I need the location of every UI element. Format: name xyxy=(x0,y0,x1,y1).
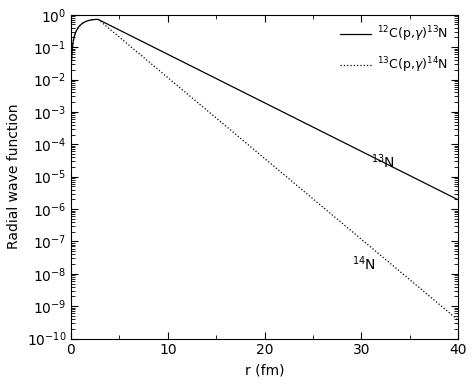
$^{13}$C(p,$\gamma$)$^{14}$N xyxy=(231,131,237,135)
$^{13}$C(p,$\gamma$)$^{14}$N xyxy=(456,318,461,323)
X-axis label: r (fm): r (fm) xyxy=(245,363,284,377)
$^{13}$C(p,$\gamma$)$^{14}$N xyxy=(350,230,356,234)
Line: $^{13}$C(p,$\gamma$)$^{14}$N: $^{13}$C(p,$\gamma$)$^{14}$N xyxy=(71,19,458,320)
Text: $^{13}$N: $^{13}$N xyxy=(371,152,395,170)
$^{12}$C(p,$\gamma$)$^{13}$N xyxy=(424,182,430,187)
$^{12}$C(p,$\gamma$)$^{13}$N xyxy=(234,87,240,91)
$^{12}$C(p,$\gamma$)$^{13}$N xyxy=(95,17,101,22)
Legend: $^{12}$C(p,$\gamma$)$^{13}$N, $^{13}$C(p,$\gamma$)$^{14}$N: $^{12}$C(p,$\gamma$)$^{13}$N, $^{13}$C(p… xyxy=(336,21,452,79)
$^{12}$C(p,$\gamma$)$^{13}$N xyxy=(252,96,258,100)
$^{13}$C(p,$\gamma$)$^{14}$N xyxy=(424,292,430,296)
$^{13}$C(p,$\gamma$)$^{14}$N xyxy=(444,308,449,313)
$^{12}$C(p,$\gamma$)$^{13}$N xyxy=(68,115,74,119)
$^{13}$C(p,$\gamma$)$^{14}$N xyxy=(68,115,74,119)
Text: $^{14}$N: $^{14}$N xyxy=(352,255,376,273)
$^{12}$C(p,$\gamma$)$^{13}$N xyxy=(456,198,461,202)
$^{12}$C(p,$\gamma$)$^{13}$N xyxy=(231,85,237,90)
Line: $^{12}$C(p,$\gamma$)$^{13}$N: $^{12}$C(p,$\gamma$)$^{13}$N xyxy=(71,19,458,200)
$^{12}$C(p,$\gamma$)$^{13}$N xyxy=(444,192,449,196)
$^{13}$C(p,$\gamma$)$^{14}$N xyxy=(234,133,240,137)
$^{12}$C(p,$\gamma$)$^{13}$N xyxy=(350,144,356,149)
$^{13}$C(p,$\gamma$)$^{14}$N xyxy=(252,148,258,153)
Y-axis label: Radial wave function: Radial wave function xyxy=(7,104,21,250)
$^{13}$C(p,$\gamma$)$^{14}$N xyxy=(95,17,101,22)
